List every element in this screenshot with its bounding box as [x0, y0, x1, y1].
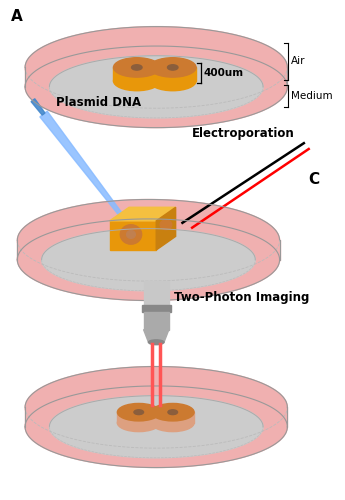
Polygon shape [117, 412, 160, 423]
Text: 400um: 400um [204, 68, 244, 78]
Polygon shape [156, 208, 176, 250]
Polygon shape [149, 68, 196, 81]
Text: Plasmid DNA: Plasmid DNA [56, 96, 141, 109]
Ellipse shape [167, 64, 178, 70]
Polygon shape [31, 98, 45, 115]
Ellipse shape [25, 26, 287, 108]
Polygon shape [144, 312, 169, 330]
Ellipse shape [49, 396, 263, 458]
Ellipse shape [17, 219, 279, 300]
Ellipse shape [151, 414, 194, 432]
Text: Two-Photon Imaging: Two-Photon Imaging [174, 291, 309, 304]
Polygon shape [151, 412, 194, 423]
Polygon shape [144, 281, 169, 305]
Polygon shape [142, 306, 171, 312]
Ellipse shape [49, 56, 263, 118]
Polygon shape [110, 221, 156, 250]
Ellipse shape [25, 366, 287, 448]
Ellipse shape [149, 72, 196, 90]
Text: Air: Air [291, 56, 306, 66]
Ellipse shape [160, 220, 172, 230]
Ellipse shape [114, 58, 160, 77]
Ellipse shape [114, 72, 160, 90]
Ellipse shape [25, 46, 287, 128]
Text: Medium: Medium [291, 91, 333, 101]
Ellipse shape [25, 386, 287, 468]
Text: Electroporation: Electroporation [192, 128, 295, 140]
Polygon shape [17, 240, 279, 260]
Polygon shape [25, 68, 287, 87]
Polygon shape [40, 111, 128, 224]
Ellipse shape [148, 340, 164, 344]
Ellipse shape [42, 228, 255, 291]
Ellipse shape [151, 404, 194, 421]
Text: A: A [11, 9, 22, 24]
Ellipse shape [117, 414, 160, 432]
Ellipse shape [131, 64, 142, 70]
Ellipse shape [168, 410, 178, 414]
Ellipse shape [127, 230, 135, 238]
Polygon shape [114, 68, 160, 81]
Polygon shape [25, 408, 287, 427]
Ellipse shape [117, 404, 160, 421]
Ellipse shape [17, 200, 279, 281]
Ellipse shape [134, 410, 144, 414]
Text: C: C [309, 172, 320, 188]
Ellipse shape [149, 58, 196, 77]
Polygon shape [144, 330, 169, 342]
Ellipse shape [120, 224, 142, 244]
Polygon shape [110, 208, 176, 221]
